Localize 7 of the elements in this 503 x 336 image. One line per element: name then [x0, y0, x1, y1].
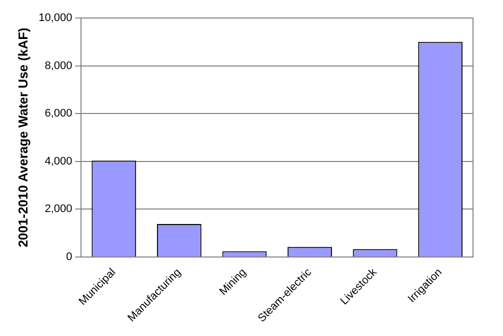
- y-tick-label: 10,000: [38, 12, 72, 24]
- y-tick-label: 2,000: [44, 203, 72, 216]
- y-axis-title: 2001-2010 Average Water Use (kAF): [15, 28, 30, 248]
- y-tick-label: 4,000: [44, 155, 72, 168]
- y-tick-label: 8,000: [44, 60, 72, 72]
- y-tick-label: 0: [66, 250, 72, 263]
- y-tick-label: 6,000: [44, 108, 72, 120]
